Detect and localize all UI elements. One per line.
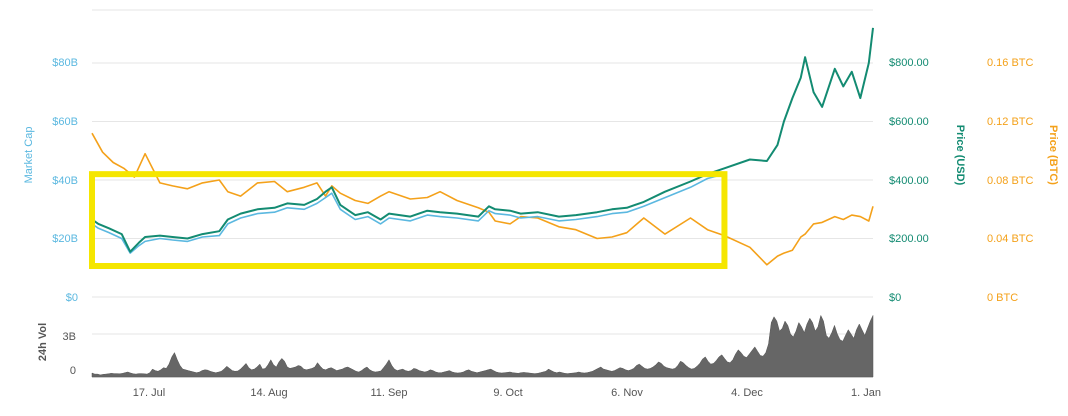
market-cap-axis-title: Market Cap [23,127,35,184]
volume-area [91,314,874,378]
price-usd-tick: $0 [889,292,901,304]
price-btc-tick: 0.04 BTC [987,233,1034,245]
volume-bars [91,314,874,378]
price-btc-line [91,132,874,266]
market-cap-tick: $20B [52,233,78,245]
market-cap-tick: $0 [66,292,78,304]
x-tick-label: 14. Aug [250,387,287,399]
price-btc-tick: 0.12 BTC [987,116,1034,128]
price-usd-tick: $400.00 [889,175,929,187]
price-usd-tick: $200.00 [889,233,929,245]
price-btc-tick: 0 BTC [987,292,1018,304]
price-usd-tick: $800.00 [889,57,929,69]
chart-grid [92,9,873,378]
market-cap-tick: $80B [52,57,78,69]
market-cap-tick: $40B [52,175,78,187]
highlight-box [89,171,728,269]
price-btc-tick: 0.16 BTC [987,57,1034,69]
market-cap-tick: $60B [52,116,78,128]
market-cap-line [91,173,725,254]
x-tick-label: 1. Jan [851,387,881,399]
price-usd-axis-title: Price (USD) [954,125,966,186]
price-usd-tick: $600.00 [889,116,929,128]
x-tick-label: 4. Dec [731,387,763,399]
chart-series [91,27,874,266]
price-usd-line [91,27,874,253]
volume-axis-title: 24h Vol [37,323,49,361]
volume-tick: 0 [70,365,76,377]
x-tick-label: 17. Jul [133,387,165,399]
x-tick-label: 9. Oct [493,387,522,399]
volume-tick: 3B [63,331,76,343]
x-tick-label: 6. Nov [611,387,643,399]
x-tick-label: 11. Sep [370,387,407,399]
price-btc-tick: 0.08 BTC [987,175,1034,187]
price-btc-axis-title: Price (BTC) [1047,125,1059,185]
